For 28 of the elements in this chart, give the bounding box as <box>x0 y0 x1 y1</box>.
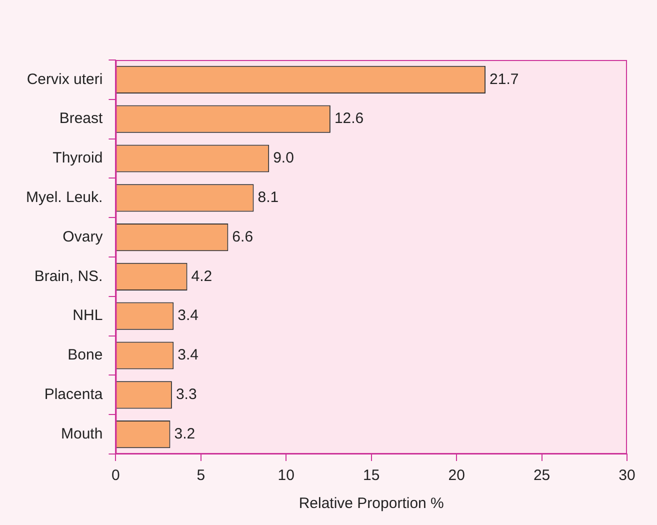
data-label: 21.7 <box>490 70 519 88</box>
data-label: 12.6 <box>334 110 364 128</box>
data-label: 6.6 <box>232 228 254 246</box>
data-label: 3.4 <box>178 346 199 364</box>
data-label: 4.2 <box>191 268 212 285</box>
data-label: 9.0 <box>273 150 294 167</box>
x-tick-label: 25 <box>533 467 550 484</box>
x-tick-label: 5 <box>196 467 206 484</box>
data-label: 3.2 <box>174 425 196 442</box>
y-tick-label: Thyroid <box>52 150 103 167</box>
data-label: 3.4 <box>178 307 199 324</box>
data-label: 3.3 <box>176 386 197 404</box>
y-tick-label: Ovary <box>62 228 104 246</box>
x-tick-label: 15 <box>363 467 380 484</box>
x-tick-label: 0 <box>112 467 120 484</box>
y-tick-label: Cervix uteri <box>26 70 103 88</box>
y-tick-label: Brain, NS. <box>34 268 103 285</box>
data-label: 8.1 <box>258 189 279 206</box>
x-tick-label: 20 <box>448 467 465 484</box>
y-tick-label: Bone <box>68 346 103 364</box>
y-tick-label: Myel. Leuk. <box>26 189 103 206</box>
x-tick-label: 10 <box>278 467 294 484</box>
x-axis-title: Relative Proportion % <box>298 495 444 512</box>
x-tick-label: 30 <box>618 467 636 484</box>
y-tick-label: Mouth <box>60 425 103 442</box>
y-tick-label: Placenta <box>44 386 104 404</box>
y-tick-label: Breast <box>59 110 104 128</box>
y-tick-label: NHL <box>72 307 103 324</box>
